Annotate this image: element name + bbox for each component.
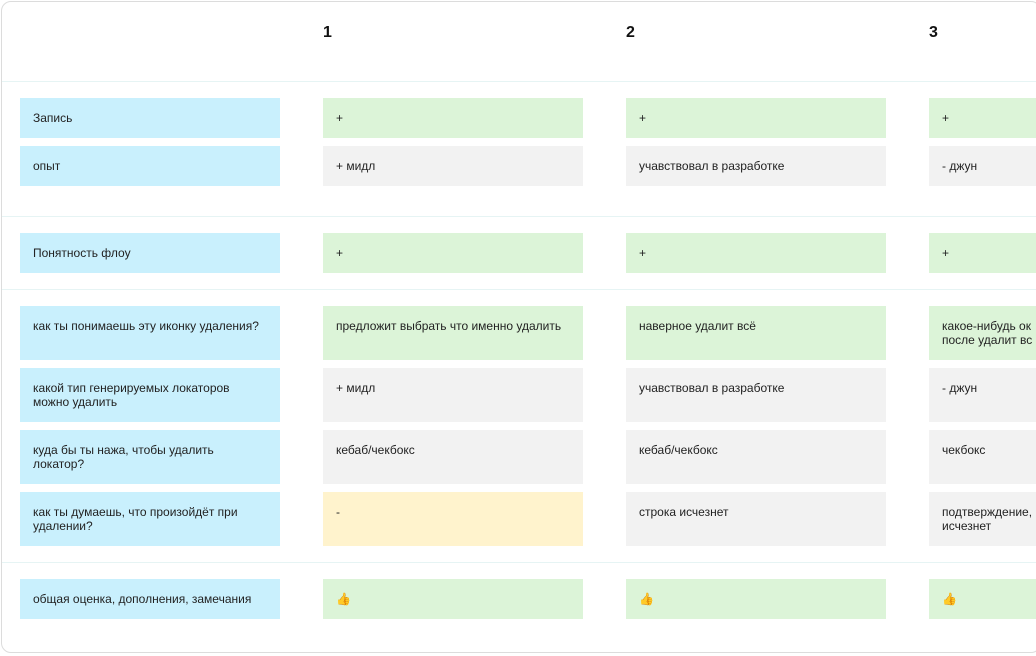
row-label: как ты понимаешь эту иконку удаления?: [20, 306, 280, 360]
row-label: Понятность флоу: [20, 233, 280, 273]
row-label: Запись: [20, 98, 280, 138]
cell: -: [323, 492, 583, 546]
row-label: куда бы ты нажа, чтобы удалить локатор?: [20, 430, 280, 484]
row: Понятность флоу + + +: [20, 233, 1036, 273]
row: опыт + мидл учавствовал в разработке - джун: [20, 146, 1036, 186]
row-label: какой тип генерируемых локаторов можно у…: [20, 368, 280, 422]
cell: подтверждение, исчезнет: [929, 492, 1036, 546]
cell: +: [929, 233, 1036, 273]
column-header: 1: [323, 24, 332, 41]
cell: +: [323, 98, 583, 138]
cell: кебаб/чекбокс: [626, 430, 886, 484]
cell: + мидл: [323, 146, 583, 186]
row: как ты понимаешь эту иконку удаления? пре…: [20, 306, 1036, 360]
section: Понятность флоу + + +: [2, 217, 1036, 290]
section: общая оценка, дополнения, замечания 👍 👍 👍: [2, 563, 1036, 635]
cell: - джун: [929, 146, 1036, 186]
cell: 👍: [323, 579, 583, 619]
cell: +: [323, 233, 583, 273]
cell: + мидл: [323, 368, 583, 422]
board-body: Запись + + + опыт + мидл учавствовал в разрабо…: [2, 82, 1036, 635]
cell: строка исчезнет: [626, 492, 886, 546]
cell: предложит выбрать что именно удалить: [323, 306, 583, 360]
cell: учавствовал в разработке: [626, 368, 886, 422]
column-header: 2: [626, 24, 635, 41]
section: как ты понимаешь эту иконку удаления? пре…: [2, 290, 1036, 563]
cell: какое-нибудь ок после удалит вс: [929, 306, 1036, 360]
section: Запись + + + опыт + мидл учавствовал в разрабо…: [2, 82, 1036, 217]
cell: +: [626, 233, 886, 273]
cell: 👍: [626, 579, 886, 619]
cell: наверное удалит всё: [626, 306, 886, 360]
cell: чекбокс: [929, 430, 1036, 484]
row: как ты думаешь, что произойдёт при удале…: [20, 492, 1036, 546]
cell: +: [626, 98, 886, 138]
row: Запись + + +: [20, 98, 1036, 138]
cell: кебаб/чекбокс: [323, 430, 583, 484]
cell: учавствовал в разработке: [626, 146, 886, 186]
row: куда бы ты нажа, чтобы удалить локатор? к…: [20, 430, 1036, 484]
row: какой тип генерируемых локаторов можно у…: [20, 368, 1036, 422]
column-header: 3: [929, 24, 938, 41]
cell: - джун: [929, 368, 1036, 422]
cell: +: [929, 98, 1036, 138]
cell: 👍: [929, 579, 1036, 619]
row-label: опыт: [20, 146, 280, 186]
header-row: 1 2 3: [2, 2, 1036, 82]
row: общая оценка, дополнения, замечания 👍 👍 👍: [20, 579, 1036, 619]
row-label: общая оценка, дополнения, замечания: [20, 579, 280, 619]
row-label: как ты думаешь, что произойдёт при удале…: [20, 492, 280, 546]
